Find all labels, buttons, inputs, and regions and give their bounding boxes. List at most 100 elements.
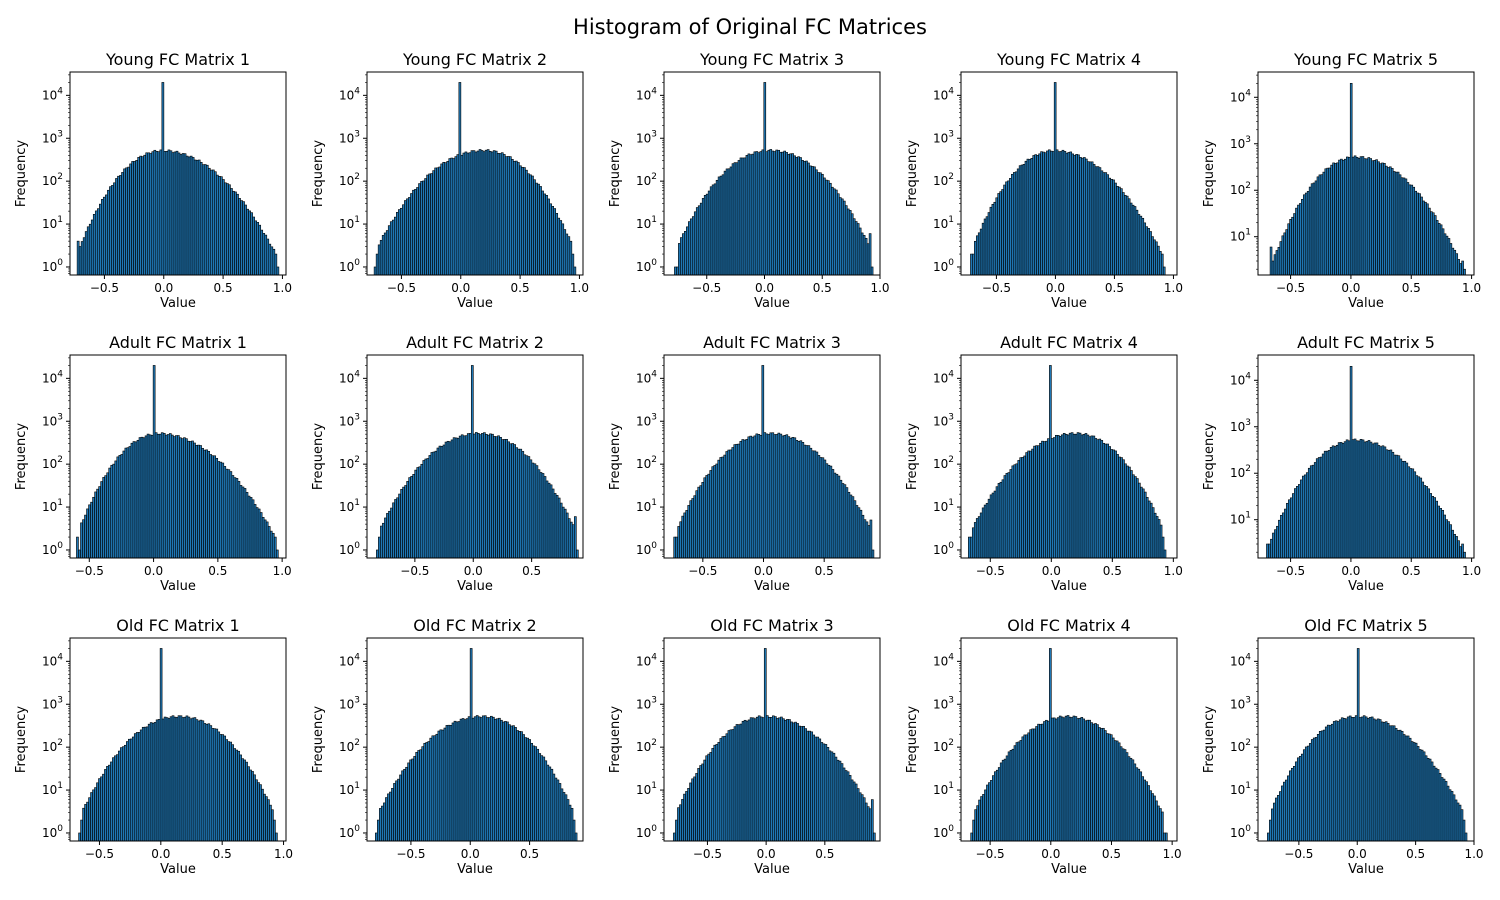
- histogram-bar: [191, 440, 194, 559]
- histogram-bar: [1449, 524, 1452, 559]
- histogram-bar: [573, 516, 577, 559]
- histogram-bars: [78, 648, 278, 842]
- y-tick-label: 103: [1230, 418, 1251, 434]
- histogram-bar: [117, 175, 120, 276]
- y-tick-label: 102: [636, 455, 657, 471]
- histogram-bar: [1340, 158, 1343, 276]
- histogram-bar: [555, 495, 559, 559]
- histogram-bar: [1271, 260, 1275, 276]
- histogram-bars: [1269, 83, 1466, 276]
- histogram-bar: [160, 432, 164, 559]
- x-tick-label: −0.5: [75, 564, 104, 578]
- histogram-bar: [404, 200, 407, 276]
- y-axis-label: Frequency: [905, 423, 920, 490]
- x-tick-label: 1.0: [870, 281, 889, 295]
- histogram-bar: [143, 154, 147, 276]
- histogram-bar: [106, 472, 110, 559]
- x-tick-label: 0.5: [1402, 564, 1421, 578]
- y-tick-label: 101: [636, 781, 657, 797]
- histogram-bar: [133, 161, 136, 276]
- y-tick-label: 104: [42, 369, 63, 385]
- panel-title: Old FC Matrix 4: [1007, 616, 1130, 635]
- histogram-bar: [450, 157, 454, 276]
- panel-title: Adult FC Matrix 4: [1000, 333, 1138, 352]
- histogram-bar: [818, 738, 822, 842]
- histogram-bar: [440, 446, 444, 559]
- histogram-bar: [220, 176, 223, 276]
- histogram-bar: [1283, 232, 1287, 276]
- histogram-bar: [1328, 725, 1332, 842]
- histogram-bar: [142, 437, 146, 559]
- histogram-bar: [705, 475, 709, 559]
- histogram-bar: [545, 480, 549, 559]
- histogram-bar: [1428, 207, 1431, 276]
- histogram-bar: [1279, 791, 1282, 842]
- histogram-bar: [540, 755, 544, 842]
- histogram-bar: [379, 239, 383, 276]
- histogram-bar: [426, 174, 429, 276]
- x-tick-label: 0.0: [464, 564, 483, 578]
- histogram-bar: [375, 832, 378, 842]
- histogram-bar: [427, 741, 431, 842]
- y-tick-label: 101: [933, 498, 954, 514]
- histogram-panel: Young FC Matrix 1 −0.5 0.0 0.5 1.0 100 101 102 1…: [14, 50, 292, 311]
- histogram-bar: [1296, 757, 1300, 842]
- x-tick-label: 0.0: [755, 281, 774, 295]
- x-tick-label: 1.0: [570, 281, 589, 295]
- y-tick-label: 104: [636, 652, 657, 668]
- y-tick-label: 103: [42, 695, 63, 711]
- panel-title: Adult FC Matrix 1: [109, 333, 247, 352]
- axes-frame: [1257, 637, 1475, 842]
- histogram-bars: [1266, 365, 1466, 559]
- histogram-bar: [460, 434, 464, 559]
- histogram-bar: [1408, 184, 1412, 276]
- histogram-bar: [576, 549, 579, 559]
- histogram-bar: [505, 439, 508, 559]
- histogram-bar: [856, 788, 860, 842]
- histogram-bar: [1352, 717, 1356, 842]
- histogram-bar: [271, 532, 275, 559]
- histogram-bar: [753, 718, 757, 842]
- x-tick-label: 1.0: [273, 564, 292, 578]
- histogram-bar: [1449, 243, 1453, 276]
- histogram-bar: [428, 455, 432, 559]
- histogram-bar: [134, 441, 138, 559]
- histogram-bar: [416, 187, 419, 276]
- histogram-bar: [406, 198, 409, 276]
- histogram-bar: [840, 763, 844, 842]
- histogram-bar: [126, 447, 130, 559]
- histogram-bar: [375, 253, 379, 276]
- histogram-bar: [396, 212, 399, 276]
- histogram-bar: [259, 512, 263, 559]
- histogram-bar: [461, 718, 465, 842]
- histogram-bar: [531, 175, 534, 276]
- panel-title: Young FC Matrix 4: [996, 50, 1141, 69]
- histogram-bar: [559, 220, 563, 276]
- histogram-bar: [552, 773, 556, 842]
- histogram-bar: [515, 160, 518, 276]
- x-tick-label: 0.0: [154, 281, 173, 295]
- histogram-bar: [839, 479, 843, 559]
- histogram-bar: [570, 807, 574, 842]
- histogram-bar: [1335, 444, 1339, 559]
- histogram-bar: [398, 209, 401, 276]
- histogram-bar: [99, 203, 102, 276]
- histogram-bar: [504, 156, 508, 276]
- histogram-bar: [243, 488, 247, 559]
- histogram-bar: [412, 189, 415, 276]
- panel-title: Adult FC Matrix 2: [406, 333, 544, 352]
- x-tick-label: 1.0: [273, 281, 292, 295]
- histogram-bar: [834, 756, 838, 842]
- histogram-bar: [242, 201, 245, 276]
- histogram-bar: [532, 745, 535, 842]
- histogram-bar: [415, 752, 418, 842]
- histogram-bar: [689, 782, 692, 842]
- histogram-bar: [78, 549, 81, 559]
- y-axis-label: Frequency: [1202, 706, 1217, 773]
- histogram-panel: Old FC Matrix 2 −0.5 0.0 0.5 100 101 102 103 104…: [311, 616, 584, 877]
- histogram-bar: [241, 486, 245, 559]
- histogram-bar: [376, 549, 379, 559]
- histogram-bar: [778, 717, 781, 842]
- histogram-bar: [193, 159, 197, 276]
- histogram-bar: [493, 436, 496, 559]
